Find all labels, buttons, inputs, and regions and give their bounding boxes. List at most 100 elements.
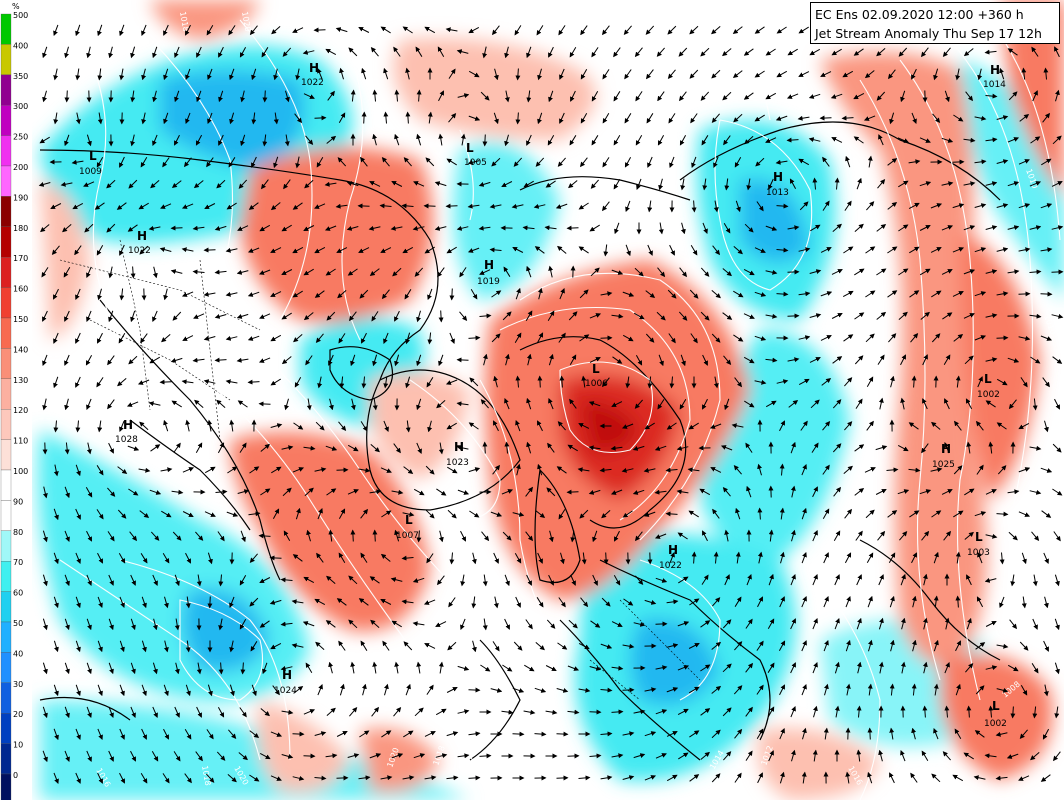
wind-arrow xyxy=(501,181,513,187)
wind-arrow xyxy=(238,179,248,189)
wind-arrow xyxy=(899,531,908,541)
wind-arrow xyxy=(776,26,787,34)
wind-arrow xyxy=(438,661,444,674)
wind-arrow xyxy=(269,555,282,561)
wind-arrow xyxy=(1052,443,1062,453)
wind-arrow xyxy=(624,156,632,168)
wind-arrow xyxy=(877,530,886,541)
legend-swatch xyxy=(0,378,12,410)
wind-arrow xyxy=(478,181,491,187)
wind-arrow xyxy=(347,489,359,495)
wind-arrow xyxy=(775,159,788,165)
wind-arrow xyxy=(86,134,92,147)
wind-arrow xyxy=(1018,335,1031,341)
wind-arrow xyxy=(820,291,833,297)
wind-arrow xyxy=(1030,136,1041,144)
wind-arrow xyxy=(97,332,103,344)
wind-arrow xyxy=(955,595,961,608)
wind-arrow xyxy=(812,661,818,674)
wind-arrow xyxy=(977,551,983,564)
wind-arrow xyxy=(226,202,237,210)
wind-arrow xyxy=(412,225,425,231)
wind-arrow xyxy=(380,599,392,605)
wind-arrow xyxy=(148,225,161,231)
wind-arrow xyxy=(384,683,389,696)
wind-arrow xyxy=(315,641,325,650)
wind-arrow xyxy=(273,68,279,81)
wind-arrow xyxy=(1029,313,1042,319)
wind-arrow xyxy=(97,596,103,609)
wind-arrow xyxy=(493,68,499,81)
wind-arrow xyxy=(996,247,1009,253)
wind-arrow xyxy=(468,775,481,781)
wind-arrow xyxy=(414,267,424,277)
wind-arrow xyxy=(360,421,368,432)
wind-arrow xyxy=(524,664,535,672)
wind-arrow xyxy=(249,553,258,563)
wind-arrow xyxy=(336,598,347,606)
wind-arrow xyxy=(64,46,69,59)
wind-arrow xyxy=(281,269,293,275)
wind-arrow xyxy=(526,397,532,410)
wind-arrow xyxy=(722,312,733,320)
wind-arrow xyxy=(511,203,524,209)
wind-arrow xyxy=(867,595,873,608)
wind-arrow xyxy=(669,156,675,169)
wind-arrow xyxy=(284,134,290,147)
pressure-system-value: 1022 xyxy=(128,246,151,256)
wind-arrow xyxy=(97,684,103,697)
wind-arrow xyxy=(326,707,336,716)
pressure-system-type: H xyxy=(123,418,133,432)
wind-arrow xyxy=(447,641,457,651)
wind-arrow xyxy=(614,222,620,235)
wind-arrow xyxy=(204,466,216,474)
wind-arrow xyxy=(206,25,214,36)
wind-arrow xyxy=(933,551,939,564)
wind-arrow xyxy=(798,291,811,297)
wind-arrow xyxy=(801,463,807,476)
wind-arrow xyxy=(181,291,194,297)
legend-level-label: 70 xyxy=(13,558,23,567)
wind-arrow xyxy=(644,599,657,605)
legend-level-label: 50 xyxy=(13,619,23,628)
wind-arrow xyxy=(581,375,587,388)
wind-arrow xyxy=(392,267,402,277)
wind-arrow xyxy=(425,157,435,167)
wind-arrow xyxy=(469,377,479,387)
wind-arrow xyxy=(403,466,414,475)
wind-arrow xyxy=(1029,489,1042,495)
wind-arrow xyxy=(536,332,544,344)
wind-arrow xyxy=(732,26,743,35)
legend-level-label: 40 xyxy=(13,649,23,658)
wind-arrow xyxy=(53,508,59,521)
wind-arrow xyxy=(798,26,809,34)
wind-arrow xyxy=(97,552,103,564)
wind-arrow xyxy=(798,71,810,77)
wind-arrow xyxy=(315,333,324,343)
wind-arrow xyxy=(372,354,378,367)
wind-arrow xyxy=(680,222,686,235)
wind-arrow xyxy=(207,596,213,609)
wind-arrow xyxy=(86,662,92,675)
wind-arrow xyxy=(456,401,469,407)
wind-arrow xyxy=(985,621,997,627)
wind-arrow xyxy=(955,68,961,81)
wind-arrow xyxy=(776,247,789,253)
wind-arrow xyxy=(812,529,818,542)
pressure-system-type: L xyxy=(405,513,413,527)
wind-arrow xyxy=(646,113,654,124)
wind-arrow xyxy=(908,159,921,165)
wind-arrow xyxy=(195,134,203,146)
wind-arrow xyxy=(251,156,257,168)
wind-arrow xyxy=(735,551,741,564)
wind-arrow xyxy=(1021,552,1027,565)
wind-arrow xyxy=(214,357,227,363)
wind-arrow xyxy=(963,48,974,57)
wind-arrow xyxy=(864,467,876,473)
wind-arrow xyxy=(64,486,70,499)
wind-arrow xyxy=(183,157,192,168)
wind-arrow xyxy=(86,574,92,587)
wind-arrow xyxy=(680,178,686,191)
wind-arrow xyxy=(162,157,170,168)
isobar-label: 1016 xyxy=(530,762,550,783)
